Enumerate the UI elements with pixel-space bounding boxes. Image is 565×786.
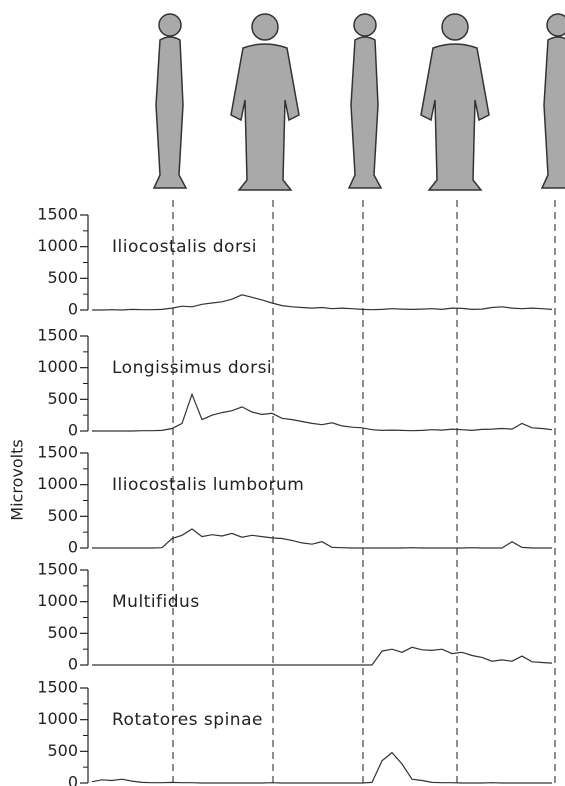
figure-front bbox=[420, 13, 490, 191]
figure-side bbox=[347, 13, 383, 189]
y-tick-label: 0 bbox=[68, 773, 78, 786]
panel-title: Rotatores spinae bbox=[112, 710, 263, 730]
y-tick-label: 1000 bbox=[37, 709, 78, 728]
y-tick-label: 0 bbox=[68, 655, 78, 674]
emg-trace bbox=[92, 294, 553, 311]
y-tick-label: 1500 bbox=[37, 678, 78, 697]
posture-figures bbox=[152, 13, 565, 191]
y-tick-label: 1500 bbox=[37, 205, 78, 224]
y-tick-label: 0 bbox=[68, 421, 78, 440]
panel-title: Longissimus dorsi bbox=[112, 358, 272, 378]
figure-side bbox=[540, 13, 565, 189]
y-tick-label: 1500 bbox=[37, 560, 78, 579]
figure-side bbox=[152, 13, 188, 189]
y-tick-label: 500 bbox=[47, 268, 78, 287]
y-tick-label: 500 bbox=[47, 741, 78, 760]
emg-panel: 0 500 1000 1500 Rotatores spinae bbox=[37, 678, 552, 786]
y-tick-label: 0 bbox=[68, 300, 78, 319]
panel-title: Iliocostalis lumborum bbox=[112, 475, 304, 495]
emg-trace bbox=[92, 392, 553, 432]
y-tick-label: 500 bbox=[47, 389, 78, 408]
emg-panel: 0 500 1000 1500 Multifidus bbox=[37, 560, 553, 674]
panel-title: Iliocostalis dorsi bbox=[112, 237, 257, 257]
emg-trace bbox=[91, 751, 552, 784]
y-tick-label: 0 bbox=[68, 538, 78, 557]
y-tick-label: 1000 bbox=[37, 357, 78, 376]
y-axis-label: Microvolts bbox=[8, 439, 27, 520]
emg-trace bbox=[92, 646, 553, 666]
emg-trace bbox=[92, 528, 552, 549]
emg-panel: 0 500 1000 1500 Iliocostalis dorsi bbox=[37, 205, 553, 319]
y-tick-label: 1500 bbox=[37, 443, 78, 462]
panel-title: Multifidus bbox=[112, 592, 200, 612]
y-tick-label: 1000 bbox=[37, 591, 78, 610]
y-tick-label: 500 bbox=[47, 623, 78, 642]
y-tick-label: 1500 bbox=[37, 326, 78, 345]
y-tick-label: 1000 bbox=[37, 236, 78, 255]
phase-lines bbox=[172, 200, 556, 784]
y-tick-label: 1000 bbox=[37, 474, 78, 493]
y-tick-label: 500 bbox=[47, 506, 78, 525]
emg-panel: 0 500 1000 1500 Longissimus dorsi bbox=[37, 326, 553, 440]
emg-panel: 0 500 1000 1500 Iliocostalis lumborum bbox=[37, 443, 552, 557]
figure-back bbox=[230, 13, 300, 191]
